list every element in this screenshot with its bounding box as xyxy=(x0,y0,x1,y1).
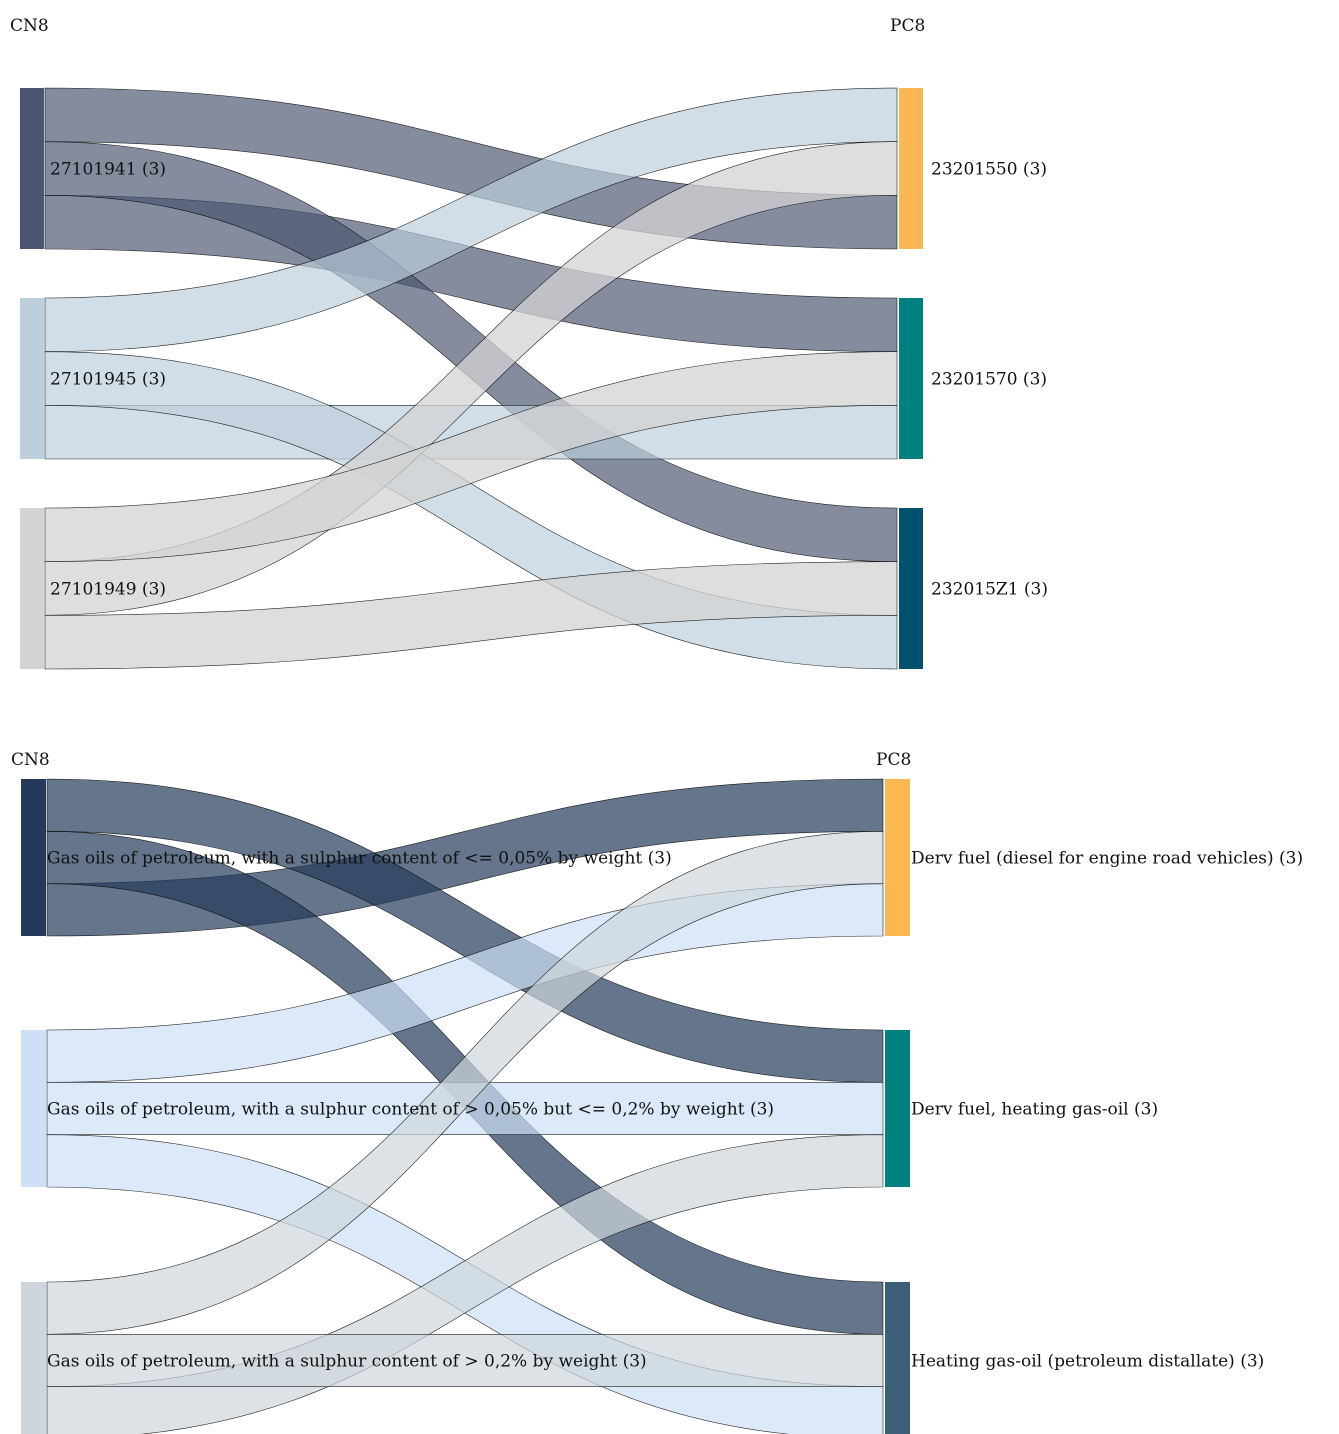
target-node-1[interactable] xyxy=(885,1030,910,1187)
source-node-1[interactable] xyxy=(20,298,44,459)
left-column-header: CN8 xyxy=(11,750,50,770)
target-node-label-2: 232015Z1 (3) xyxy=(931,580,1048,600)
source-node-label-2: Gas oils of petroleum, with a sulphur co… xyxy=(47,1352,647,1372)
target-node-0[interactable] xyxy=(899,88,923,249)
target-node-label-1: Derv fuel, heating gas-oil (3) xyxy=(911,1100,1158,1120)
nodes-group: 27101941 (3) 27101945 (3) 27101949 (3) 2320… xyxy=(20,88,1048,669)
source-node-label-1: Gas oils of petroleum, with a sulphur co… xyxy=(47,1100,774,1120)
right-column-header: PC8 xyxy=(890,16,925,36)
flow-link-2-0[interactable] xyxy=(46,831,884,1335)
target-node-label-1: 23201570 (3) xyxy=(931,370,1047,390)
target-node-2[interactable] xyxy=(899,508,923,669)
source-node-label-0: Gas oils of petroleum, with a sulphur co… xyxy=(47,849,672,869)
source-node-2[interactable] xyxy=(21,1282,46,1434)
sankey-diagram-codes: CN8 PC8 27101941 (3) 27101945 (3) 27101949… xyxy=(10,16,1048,670)
target-node-2[interactable] xyxy=(885,1282,910,1434)
left-column-header: CN8 xyxy=(10,16,49,36)
source-node-2[interactable] xyxy=(20,508,44,669)
target-node-label-0: 23201550 (3) xyxy=(931,160,1047,180)
source-node-0[interactable] xyxy=(21,779,46,936)
source-node-label-0: 27101941 (3) xyxy=(50,160,166,180)
flow-link-2-2[interactable] xyxy=(44,561,898,670)
links-group xyxy=(44,87,898,670)
target-node-label-2: Heating gas-oil (petroleum distallate) (… xyxy=(911,1352,1264,1372)
nodes-group: Gas oils of petroleum, with a sulphur co… xyxy=(21,779,1303,1434)
flow-link-2-2[interactable] xyxy=(46,1334,884,1387)
source-node-label-2: 27101949 (3) xyxy=(50,580,166,600)
source-node-label-1: 27101945 (3) xyxy=(50,370,166,390)
target-node-label-0: Derv fuel (diesel for engine road vehicl… xyxy=(911,849,1303,869)
target-node-1[interactable] xyxy=(899,298,923,459)
right-column-header: PC8 xyxy=(876,750,911,770)
target-node-0[interactable] xyxy=(885,779,910,936)
source-node-0[interactable] xyxy=(20,88,44,249)
flow-link-1-0[interactable] xyxy=(46,883,884,1083)
links-group xyxy=(46,778,884,1434)
flow-link-2-1[interactable] xyxy=(44,351,898,562)
source-node-1[interactable] xyxy=(21,1030,46,1187)
sankey-diagram-descriptions: CN8 PC8 Gas oils of petroleum, with a su… xyxy=(11,750,1303,1434)
